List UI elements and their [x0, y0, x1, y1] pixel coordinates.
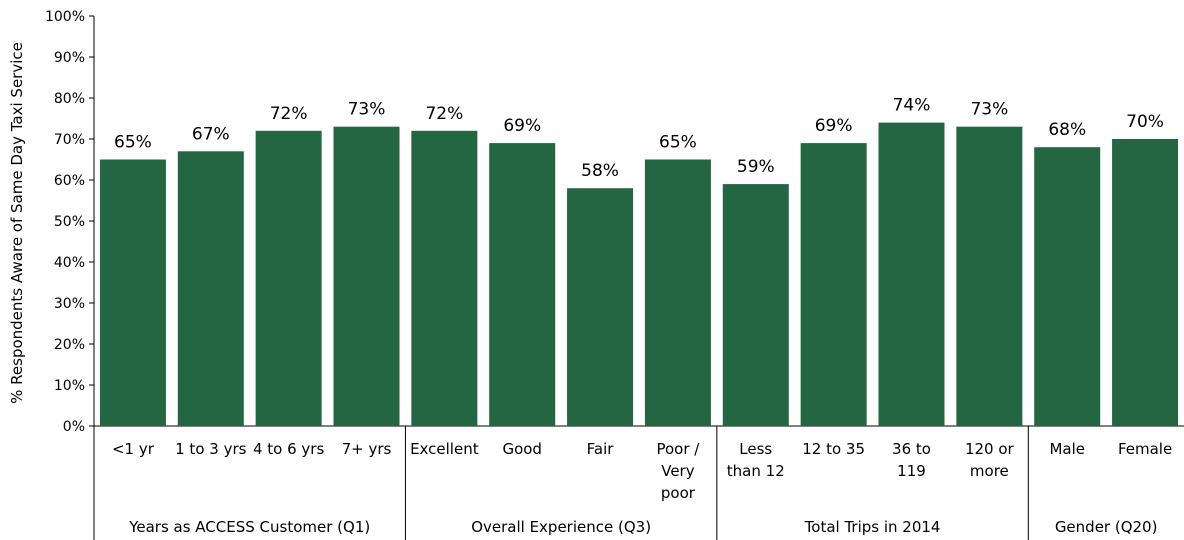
category-label: Less	[739, 440, 772, 458]
category-label: Poor /	[656, 440, 700, 458]
y-tick-label: 0%	[63, 419, 85, 435]
category-label: Excellent	[410, 440, 479, 458]
y-tick-label: 100%	[45, 9, 85, 25]
bar	[333, 126, 400, 426]
bar	[1112, 139, 1179, 426]
category-label: 12 to 35	[802, 440, 865, 458]
y-tick-label: 50%	[54, 214, 85, 230]
y-tick-label: 40%	[54, 255, 85, 271]
group-label: Gender (Q20)	[1055, 518, 1158, 536]
data-label: 69%	[815, 116, 853, 136]
y-tick-label: 30%	[54, 296, 85, 312]
y-tick-label: 60%	[54, 173, 85, 189]
category-label: Fair	[587, 440, 615, 458]
y-axis-title: % Respondents Aware of Same Day Taxi Ser…	[8, 42, 26, 404]
category-label: 4 to 6 yrs	[253, 440, 324, 458]
bar	[177, 151, 244, 427]
data-label: 67%	[192, 124, 230, 144]
bar	[489, 143, 556, 426]
category-label: 1 to 3 yrs	[175, 440, 246, 458]
group-label: Total Trips in 2014	[804, 518, 941, 536]
data-label: 65%	[114, 133, 152, 153]
data-label: 74%	[893, 96, 931, 116]
bar	[255, 130, 322, 427]
group-label: Overall Experience (Q3)	[471, 518, 651, 536]
data-label: 65%	[659, 133, 697, 153]
category-label: 36 to	[892, 440, 931, 458]
category-label: 7+ yrs	[342, 440, 392, 458]
y-tick-label: 10%	[54, 378, 85, 394]
data-label: 68%	[1048, 120, 1086, 140]
category-label: Very	[661, 462, 694, 480]
bar	[1034, 147, 1101, 426]
category-label: <1 yr	[112, 440, 155, 458]
bar	[956, 126, 1023, 426]
bar	[878, 122, 945, 426]
data-label: 70%	[1126, 112, 1164, 132]
category-label: more	[970, 462, 1009, 480]
data-label: 58%	[581, 161, 619, 181]
bar	[99, 159, 166, 426]
bar	[800, 143, 867, 426]
y-tick-label: 90%	[54, 50, 85, 66]
category-label: 120 or	[965, 440, 1015, 458]
y-tick-label: 20%	[54, 337, 85, 353]
bar	[567, 188, 634, 426]
bar	[722, 184, 789, 426]
category-label: Good	[502, 440, 542, 458]
data-label: 73%	[970, 100, 1008, 120]
bar	[411, 130, 478, 427]
data-label: 69%	[503, 116, 541, 136]
category-label: 119	[897, 462, 926, 480]
data-label: 72%	[270, 104, 308, 124]
group-label: Years as ACCESS Customer (Q1)	[128, 518, 370, 536]
category-label: than 12	[727, 462, 785, 480]
bar	[644, 159, 711, 426]
category-label: Female	[1118, 440, 1172, 458]
category-label: Male	[1049, 440, 1085, 458]
y-tick-label: 70%	[54, 132, 85, 148]
y-tick-label: 80%	[54, 91, 85, 107]
data-label: 72%	[425, 104, 463, 124]
category-label: poor	[661, 484, 696, 502]
data-label: 73%	[348, 100, 386, 120]
data-label: 59%	[737, 157, 775, 177]
